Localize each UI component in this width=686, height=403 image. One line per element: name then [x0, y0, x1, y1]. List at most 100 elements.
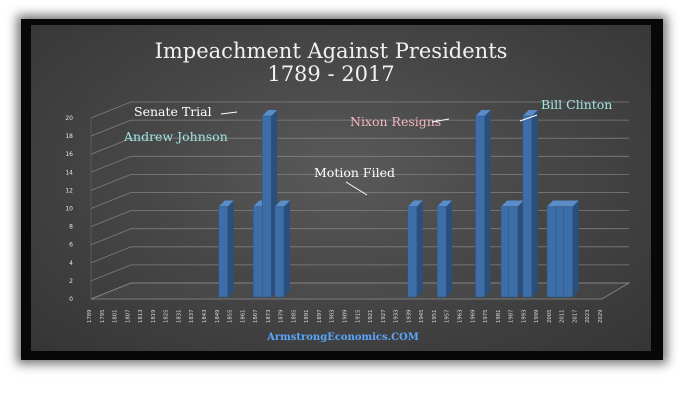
bar-front [522, 115, 533, 298]
x-tick-label: 1861 [240, 310, 246, 323]
chart-title-line2: 1789 - 2017 [267, 62, 394, 86]
x-tick-label: 1915 [355, 310, 361, 323]
x-tick-label: 2011 [560, 310, 566, 323]
gridline [90, 101, 629, 119]
annotation-senate-trial: Senate Trial [134, 104, 212, 119]
gridline [90, 119, 629, 137]
x-tick-label: 1801 [113, 310, 119, 323]
annotation-motion-filed: Motion Filed [314, 165, 395, 180]
impeachment-chart: Impeachment Against Presidents 1789 - 20… [65, 39, 631, 343]
bar-top [475, 110, 491, 116]
x-tick-label: 1867 [253, 310, 259, 323]
gridline [90, 264, 629, 282]
chart-floor [90, 282, 631, 300]
bar-top [556, 200, 572, 207]
bar [407, 200, 423, 298]
bar-front [436, 206, 447, 298]
annotations: Senate Trial Andrew Johnson Motion Filed… [123, 97, 612, 196]
x-tick-label: 1789 [87, 310, 93, 323]
bar-side [531, 110, 538, 297]
x-tick-label: 1825 [164, 310, 170, 323]
x-tick-label: 1981 [496, 310, 502, 323]
bar [218, 200, 234, 298]
bar-side [227, 200, 234, 297]
gridline [90, 137, 629, 155]
bar-front [475, 115, 485, 298]
x-tick-label: 2005 [547, 310, 553, 323]
x-tick-label: 1939 [406, 310, 412, 323]
annotation-nixon-resigns: Nixon Resigns [350, 114, 441, 129]
bar-top [522, 110, 538, 116]
x-tick-label: 1885 [291, 310, 297, 323]
bar-front [252, 206, 263, 298]
y-tick-label: 10 [65, 206, 73, 213]
x-tick-label: 2017 [572, 310, 578, 323]
x-tick-label: 1963 [457, 310, 463, 323]
bar-front [407, 206, 418, 298]
x-tick-label: 1831 [176, 310, 182, 323]
chart-title-line1: Impeachment Against Presidents [155, 39, 508, 63]
bar-side [416, 200, 423, 297]
gridline [90, 155, 629, 173]
bar-top [508, 200, 524, 207]
y-axis-ticks: 0 2 4 6 8 10 12 14 16 18 20 [65, 115, 73, 303]
bar-side [446, 200, 453, 297]
x-tick-label: 2029 [598, 310, 604, 323]
annotation-bill-clinton: Bill Clinton [541, 97, 612, 112]
gridline [90, 228, 629, 246]
bar-top [218, 200, 234, 207]
annotation-motion-filed-leader [345, 181, 368, 196]
y-tick-label: 0 [69, 296, 73, 303]
bars [218, 110, 579, 298]
x-tick-label: 1969 [470, 310, 476, 323]
watermark: ArmstrongEconomics.COM [266, 332, 419, 343]
gridline [90, 192, 629, 209]
x-tick-label: 1891 [304, 310, 310, 323]
annotation-senate-trial-leader [220, 111, 238, 115]
x-tick-label: 1843 [202, 310, 208, 323]
x-tick-label: 1897 [317, 310, 323, 323]
bar-side [517, 200, 524, 297]
bar-top [563, 200, 579, 207]
bar [563, 200, 579, 298]
y-tick-label: 6 [69, 242, 73, 249]
bar-top [437, 200, 453, 207]
bar-front [274, 206, 285, 298]
y-tick-label: 4 [69, 260, 73, 267]
x-tick-label: 1945 [419, 310, 425, 323]
y-tick-label: 16 [65, 151, 73, 158]
x-tick-label: 1987 [509, 310, 515, 323]
bar [436, 200, 453, 298]
bar-top [547, 200, 563, 207]
bar [508, 200, 524, 298]
x-tick-label: 1795 [100, 310, 106, 323]
bar [274, 200, 290, 298]
x-tick-label: 1921 [368, 310, 374, 323]
bar-top [407, 200, 423, 207]
y-tick-label: 20 [65, 115, 73, 122]
bar-front [508, 206, 518, 298]
x-tick-label: 1813 [138, 310, 144, 323]
bar-side [572, 200, 579, 297]
x-tick-label: 1879 [279, 310, 285, 323]
bar-front [261, 115, 272, 298]
y-tick-label: 18 [65, 133, 73, 140]
gridline [90, 246, 629, 264]
x-tick-label: 1837 [189, 310, 195, 323]
bar-front [218, 206, 228, 298]
x-tick-label: 1951 [432, 310, 438, 323]
x-tick-label: 1855 [228, 310, 234, 323]
bar-top [274, 200, 290, 207]
x-tick-label: 1873 [266, 310, 272, 323]
bar-top [262, 110, 278, 116]
bar-side [283, 200, 290, 297]
x-axis-ticks: 1789 1795 1801 1807 1813 1819 1825 1831 1837 1843… [87, 310, 604, 323]
x-tick-label: 1807 [125, 310, 131, 323]
bar [475, 110, 491, 298]
bar [522, 110, 538, 298]
bar-front [563, 206, 573, 298]
x-tick-label: 1993 [521, 310, 527, 323]
x-tick-label: 1819 [151, 310, 157, 323]
x-tick-label: 1933 [394, 310, 400, 323]
x-tick-label: 1999 [534, 310, 540, 323]
